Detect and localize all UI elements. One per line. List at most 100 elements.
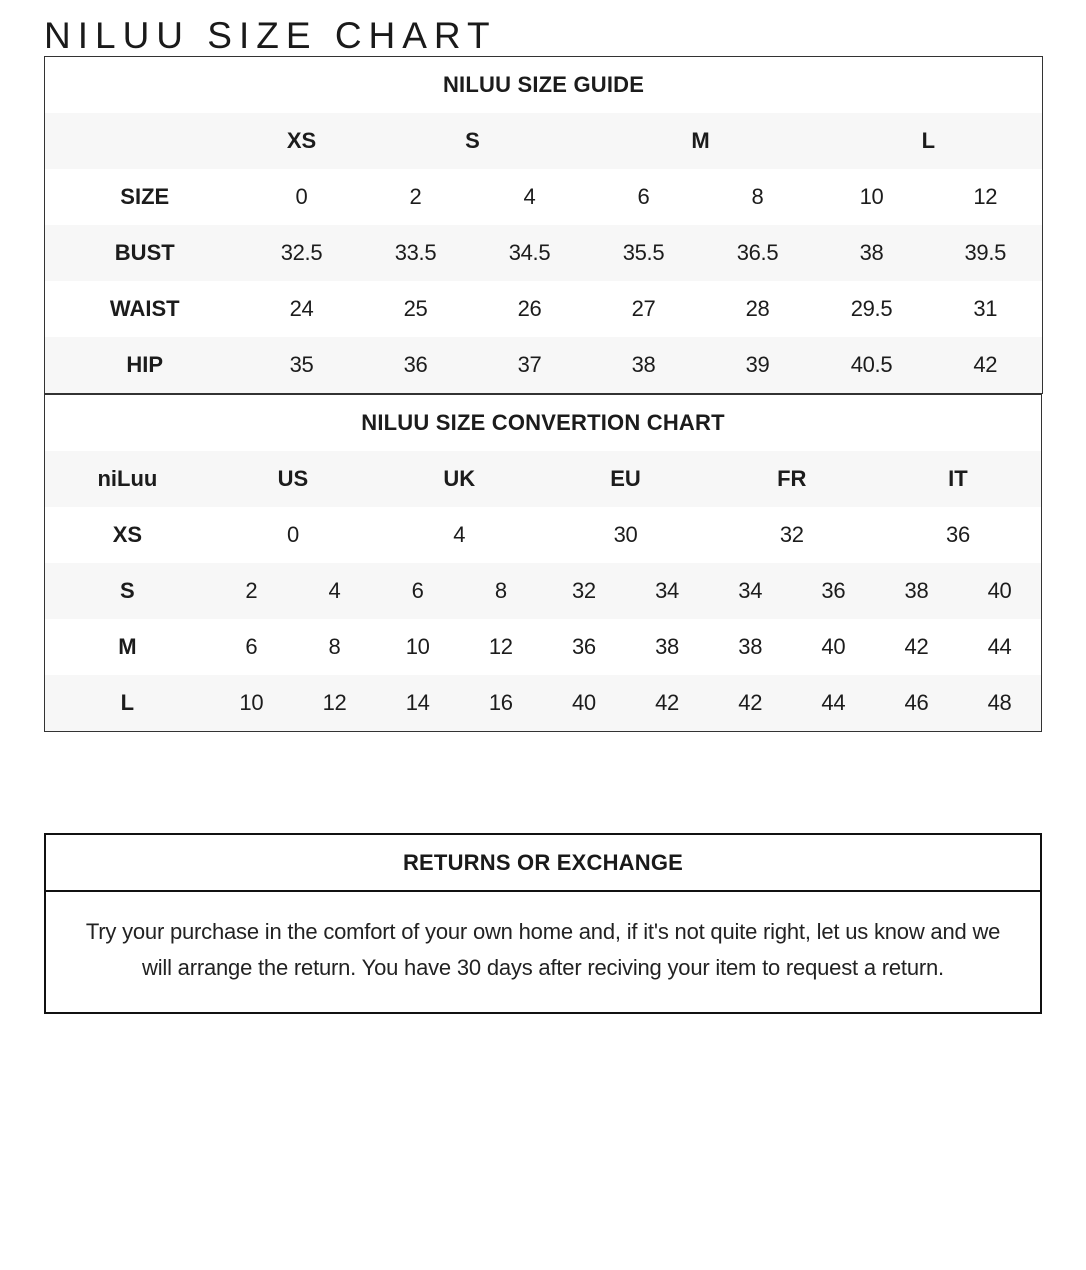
region-header-us: US	[209, 451, 377, 507]
group-header-m: M	[586, 113, 815, 169]
m-value: 38	[655, 634, 679, 659]
s-value: 38	[874, 563, 959, 619]
l-value: 42	[625, 675, 709, 732]
row-label-size: SIZE	[120, 184, 170, 209]
size-value: 0	[295, 184, 308, 209]
size-guide-group-header-row: XS S M L	[44, 113, 1043, 169]
region-header-it: IT	[874, 451, 1042, 507]
l-value: 14	[376, 675, 460, 732]
empty-corner-cell	[44, 113, 245, 169]
s-value: 34	[625, 563, 709, 619]
brand-label: niLuu	[44, 451, 210, 507]
row-label-bust: BUST	[44, 225, 245, 281]
l-value: 48	[958, 675, 1042, 732]
s-value: 32	[542, 563, 626, 619]
s-value: 6	[376, 563, 460, 619]
region-header-fr: FR	[708, 451, 875, 507]
bust-value: 35.5	[586, 225, 701, 281]
s-value: 34	[708, 563, 792, 619]
l-value: 16	[459, 675, 543, 732]
size-value: 4	[523, 184, 536, 209]
table-row-waist: WAIST 24 25 26 27 28 29.5 31	[45, 281, 1043, 337]
size-conversion-table: NILUU SIZE CONVERTION CHART niLuu US UK …	[44, 394, 1042, 732]
l-value: 46	[874, 675, 959, 732]
m-value: 38	[738, 634, 763, 659]
xs-value: 4	[453, 522, 466, 547]
size-value: 6	[637, 184, 650, 209]
xs-value: 36	[946, 522, 970, 547]
hip-value: 38	[586, 337, 701, 394]
m-value: 12	[488, 634, 513, 659]
hip-value: 36	[358, 337, 473, 394]
m-value: 42	[904, 634, 929, 659]
row-label-s: S	[44, 563, 210, 619]
hip-value: 42	[928, 337, 1043, 394]
waist-value: 29.5	[850, 296, 893, 321]
conversion-title-row: NILUU SIZE CONVERTION CHART	[45, 395, 1042, 452]
row-label-xs: XS	[112, 522, 143, 547]
l-value: 44	[791, 675, 875, 732]
s-value: 2	[209, 563, 293, 619]
s-value: 36	[791, 563, 875, 619]
hip-value: 37	[472, 337, 587, 394]
l-value: 12	[292, 675, 377, 732]
bust-value: 34.5	[472, 225, 587, 281]
conversion-title: NILUU SIZE CONVERTION CHART	[361, 410, 725, 435]
region-header-eu: EU	[542, 451, 709, 507]
waist-value: 26	[517, 296, 542, 321]
page-title: NILUU SIZE CHART	[44, 15, 497, 56]
size-guide-table: NILUU SIZE GUIDE XS S M L SIZE 0 2 4 6 8…	[44, 56, 1044, 394]
xs-value: 32	[779, 522, 804, 547]
table-row-l: L 10 12 14 16 40 42 42 44 46 48	[44, 675, 1042, 732]
size-value: 8	[751, 184, 764, 209]
m-value: 10	[405, 634, 430, 659]
hip-value: 40.5	[814, 337, 929, 394]
table-row-bust: BUST 32.5 33.5 34.5 35.5 36.5 38 39.5	[44, 225, 1043, 281]
waist-value: 31	[973, 296, 998, 321]
m-value: 8	[328, 634, 341, 659]
waist-value: 27	[631, 296, 656, 321]
bust-value: 36.5	[700, 225, 815, 281]
bust-value: 38	[814, 225, 929, 281]
s-value: 4	[292, 563, 377, 619]
bottom-spacer	[0, 1014, 1086, 1090]
table-row-hip: HIP 35 36 37 38 39 40.5 42	[44, 337, 1043, 394]
conversion-header-row: niLuu US UK EU FR IT	[44, 451, 1042, 507]
group-header-s: S	[358, 113, 587, 169]
row-label-m: M	[118, 634, 137, 659]
table-row-size: SIZE 0 2 4 6 8 10 12	[45, 169, 1043, 225]
l-value: 10	[209, 675, 293, 732]
row-label-waist: WAIST	[109, 296, 180, 321]
hip-value: 39	[700, 337, 815, 394]
size-value: 10	[859, 184, 884, 209]
table-row-m: M 6 8 10 12 36 38 38 40 42 44	[45, 619, 1042, 675]
waist-value: 24	[289, 296, 314, 321]
table-row-s: S 2 4 6 8 32 34 34 36 38 40	[44, 563, 1042, 619]
m-value: 40	[821, 634, 846, 659]
waist-value: 25	[403, 296, 428, 321]
region-header-uk: UK	[376, 451, 543, 507]
group-header-l: L	[814, 113, 1043, 169]
row-label-hip: HIP	[44, 337, 245, 394]
s-value: 8	[459, 563, 543, 619]
xs-value: 0	[286, 522, 299, 547]
size-value: 2	[409, 184, 422, 209]
bust-value: 33.5	[358, 225, 473, 281]
waist-value: 28	[745, 296, 770, 321]
row-label-l: L	[44, 675, 210, 732]
xs-value: 30	[613, 522, 638, 547]
bust-value: 32.5	[244, 225, 359, 281]
m-value: 44	[987, 634, 1012, 659]
s-value: 40	[958, 563, 1042, 619]
returns-box: RETURNS OR EXCHANGE Try your purchase in…	[44, 833, 1042, 1014]
returns-title: RETURNS OR EXCHANGE	[46, 835, 1040, 892]
hip-value: 35	[244, 337, 359, 394]
size-value: 12	[973, 184, 998, 209]
m-value: 36	[571, 634, 596, 659]
returns-body-text: Try your purchase in the comfort of your…	[85, 919, 1001, 980]
size-guide-title: NILUU SIZE GUIDE	[442, 72, 645, 97]
l-value: 42	[708, 675, 792, 732]
size-guide-title-row: NILUU SIZE GUIDE	[45, 57, 1043, 114]
group-header-xs: XS	[244, 113, 359, 169]
table-row-xs: XS 0 4 30 32 36	[45, 507, 1042, 563]
